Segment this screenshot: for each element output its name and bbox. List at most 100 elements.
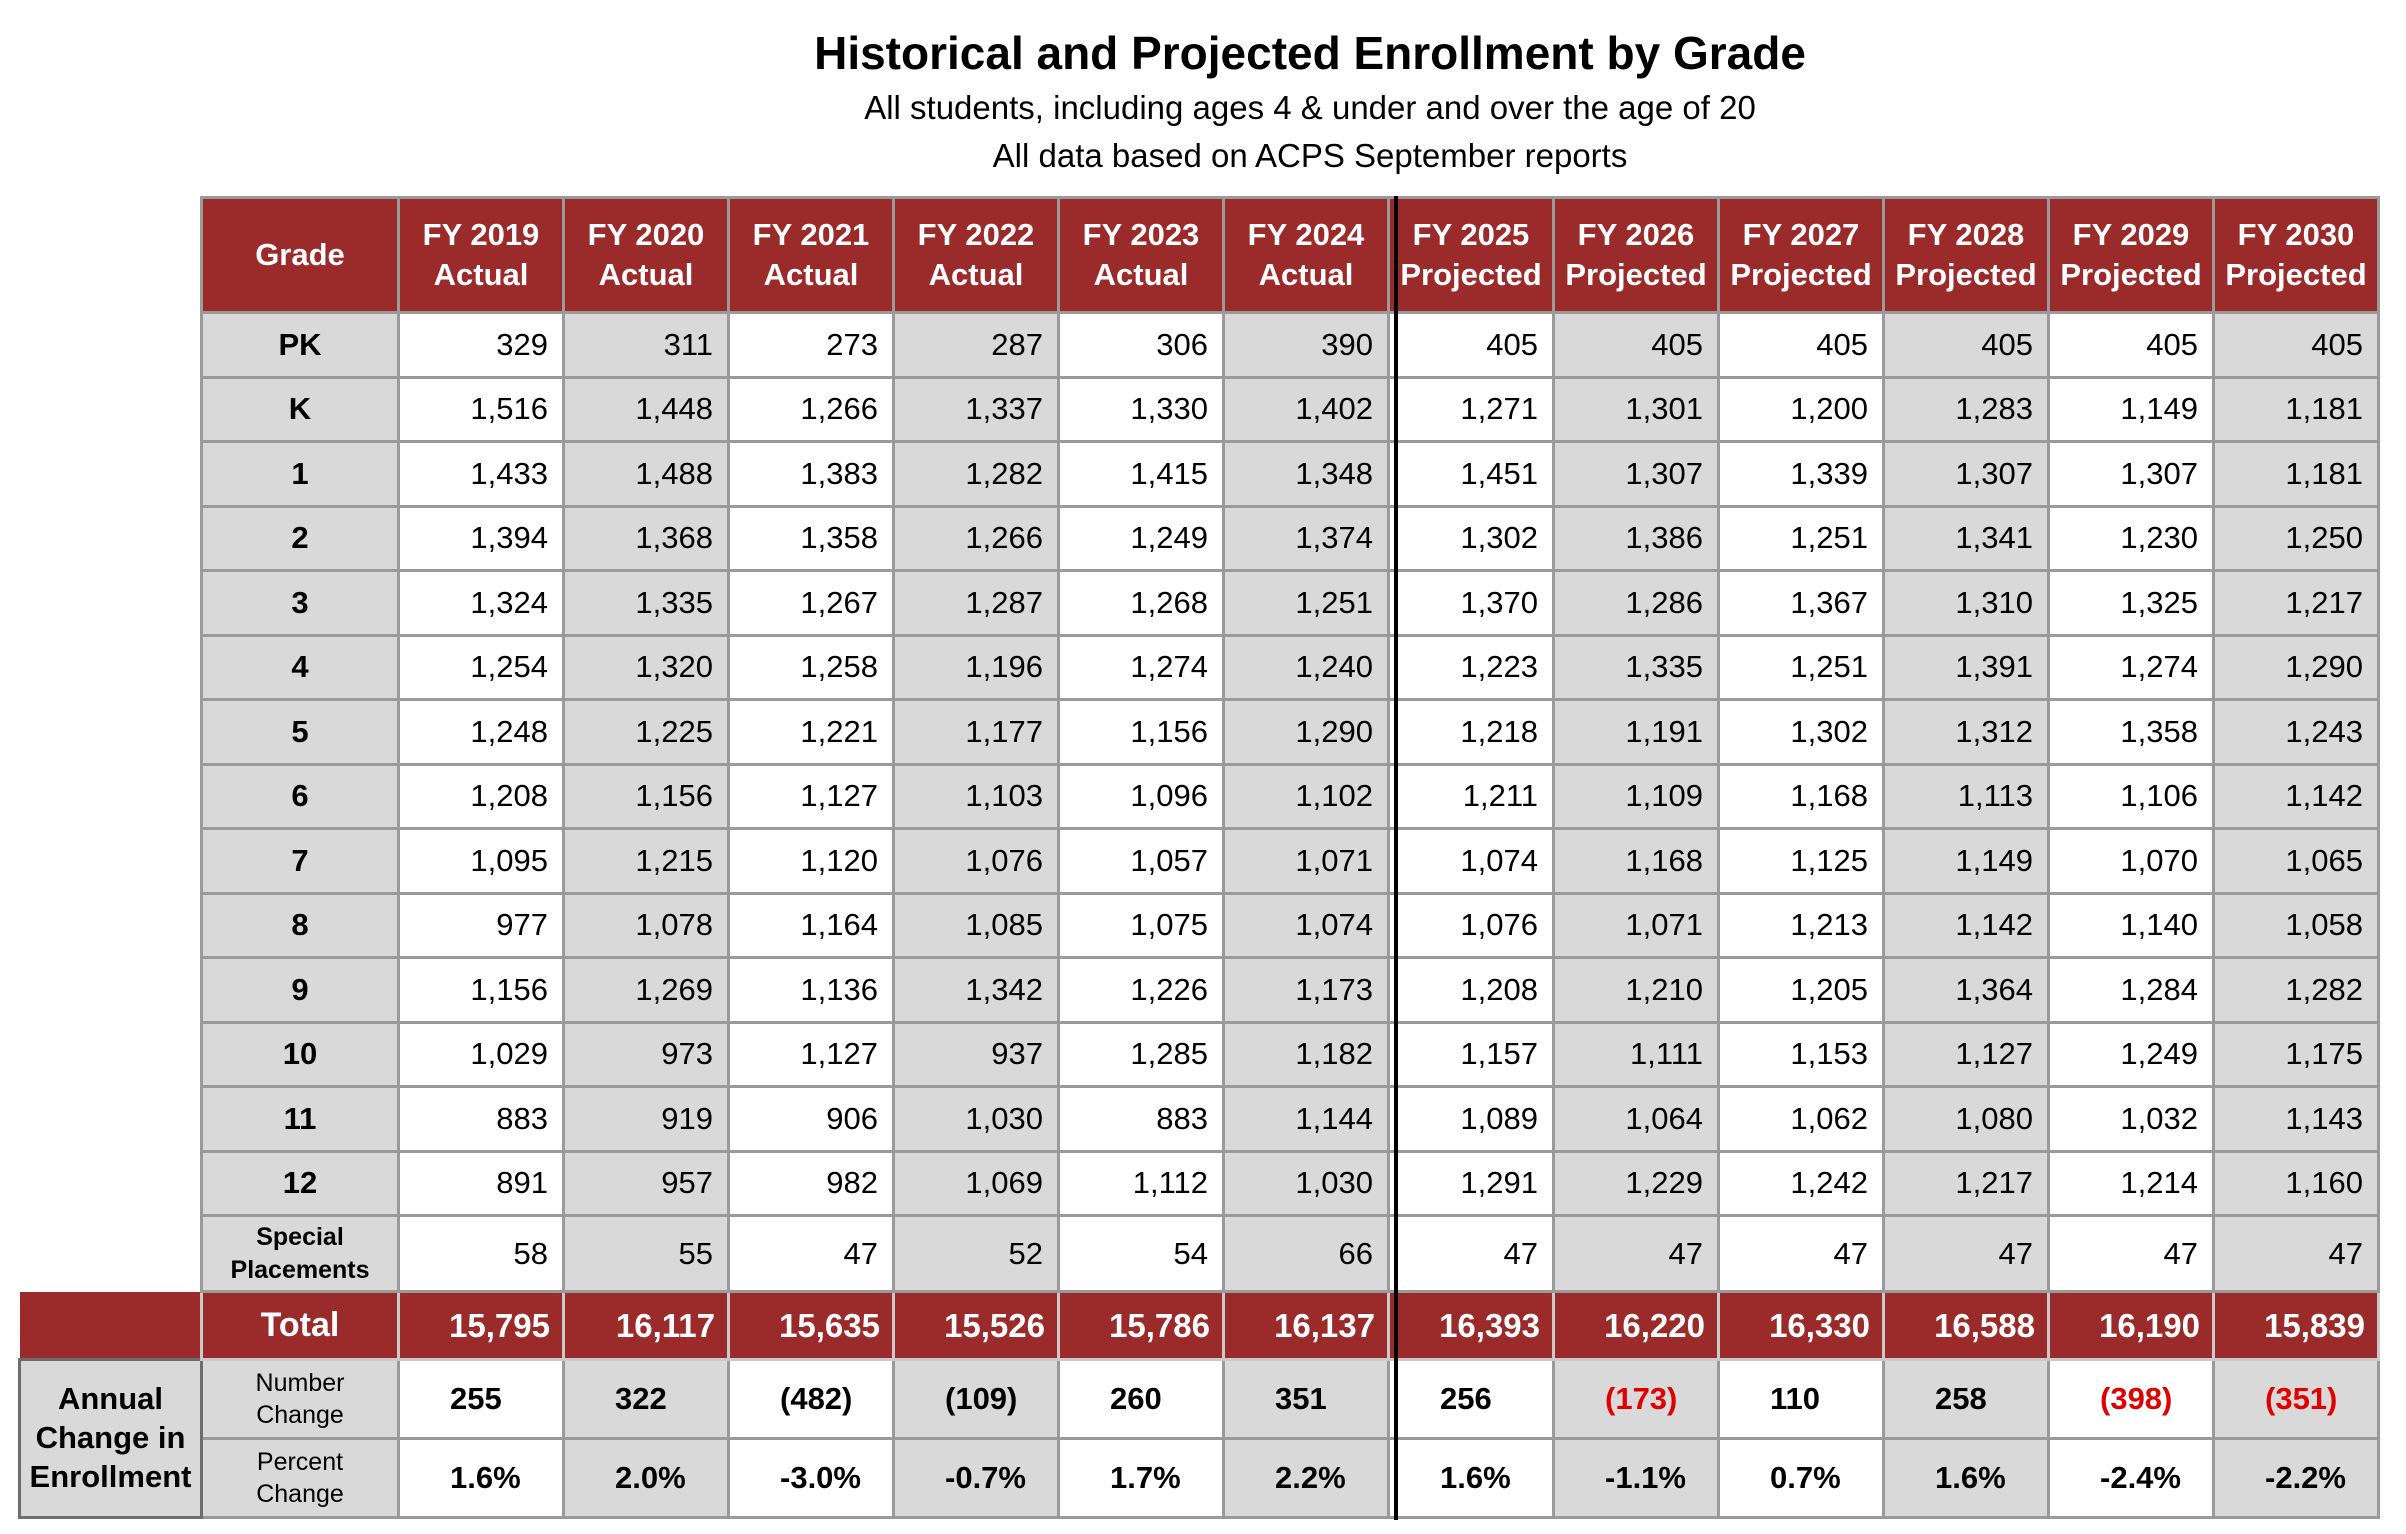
enrollment-value: 1,290 [2212, 633, 2380, 701]
blank-cell [19, 1215, 202, 1292]
enrollment-value: 1,250 [2212, 504, 2380, 572]
blank-cell [19, 635, 202, 700]
enrollment-value: 1,284 [2047, 956, 2215, 1024]
enrollment-value: 1,267 [727, 569, 895, 637]
total-row: Total 15,795 16,117 15,635 15,526 15,786 16,13… [19, 1290, 2380, 1361]
enrollment-value: 1,127 [727, 1020, 895, 1088]
enrollment-value: 1,451 [1387, 440, 1555, 508]
enrollment-value: 1,205 [1717, 956, 1885, 1024]
number-change-label-line: Number [255, 1368, 345, 1397]
percent-change-value: -2.2% [2212, 1437, 2380, 1519]
enrollment-value: 311 [562, 311, 730, 379]
enrollment-value: 1,113 [1882, 762, 2050, 830]
column-header-6: FY 2025 Projected [1387, 196, 1555, 314]
table-row: 10 1,029 973 1,127 937 1,285 1,182 1,157 1,111 1,… [19, 1020, 2380, 1088]
enrollment-value: 1,374 [1222, 504, 1390, 572]
enrollment-value: 1,386 [1552, 504, 1720, 572]
enrollment-value: 1,251 [1717, 504, 1885, 572]
percent-change-value: 2.2% [1222, 1437, 1390, 1519]
special-placements-value: 47 [2047, 1214, 2215, 1293]
enrollment-value: 1,287 [892, 569, 1060, 637]
enrollment-value: 1,029 [397, 1020, 565, 1088]
column-header-year: FY 2023 [1082, 216, 1200, 252]
column-header-kind: Actual [1258, 257, 1354, 292]
enrollment-value: 1,142 [2212, 762, 2380, 830]
total-value: 15,526 [892, 1290, 1060, 1361]
enrollment-value: 1,330 [1057, 375, 1225, 443]
total-value: 16,137 [1222, 1290, 1390, 1361]
grade-label: 11 [200, 1085, 400, 1153]
column-header-year: FY 2019 [422, 216, 540, 252]
total-value: 15,786 [1057, 1290, 1225, 1361]
percent-change-value: -2.4% [2047, 1437, 2215, 1519]
number-change-label: Number Change [200, 1358, 400, 1440]
enrollment-value: 1,144 [1222, 1085, 1390, 1153]
percent-change-label-line: Percent [256, 1447, 344, 1476]
grade-label: 1 [200, 440, 400, 508]
enrollment-value: 1,391 [1882, 633, 2050, 701]
enrollment-value: 1,271 [1387, 375, 1555, 443]
blank-cell [19, 312, 202, 377]
column-header-kind: Projected [1730, 257, 1872, 292]
number-change-value: (398) [2047, 1358, 2215, 1440]
blank-cell [19, 506, 202, 571]
enrollment-value: 1,242 [1717, 1149, 1885, 1217]
column-header-year: FY 2024 [1247, 216, 1365, 252]
blank-cell [19, 570, 202, 635]
enrollment-value: 1,274 [1057, 633, 1225, 701]
special-placements-label-line: Placements [230, 1255, 370, 1284]
enrollment-value: 1,226 [1057, 956, 1225, 1024]
enrollment-value: 1,229 [1552, 1149, 1720, 1217]
enrollment-value: 1,394 [397, 504, 565, 572]
enrollment-value: 1,210 [1552, 956, 1720, 1024]
grade-label: 6 [200, 762, 400, 830]
column-header-7: FY 2026 Projected [1552, 196, 1720, 314]
enrollment-value: 1,125 [1717, 827, 1885, 895]
percent-change-row: Percent Change 1.6% 2.0% -3.0% -0.7% 1.7% 2.2% 1… [20, 1437, 2380, 1519]
enrollment-value: 1,307 [1552, 440, 1720, 508]
percent-change-value: -3.0% [727, 1437, 895, 1519]
enrollment-value: 1,258 [727, 633, 895, 701]
column-header-kind: Actual [1093, 257, 1189, 292]
enrollment-value: 1,285 [1057, 1020, 1225, 1088]
enrollment-value: 1,071 [1552, 891, 1720, 959]
enrollment-value: 1,080 [1882, 1085, 2050, 1153]
total-value: 16,190 [2047, 1290, 2215, 1361]
annual-change-label-line: Enrollment [29, 1458, 192, 1494]
enrollment-value: 1,335 [562, 569, 730, 637]
enrollment-value: 1,448 [562, 375, 730, 443]
enrollment-value: 883 [1057, 1085, 1225, 1153]
enrollment-value: 1,248 [397, 698, 565, 766]
enrollment-value: 405 [1882, 311, 2050, 379]
enrollment-value: 1,282 [2212, 956, 2380, 1024]
special-placements-value: 55 [562, 1214, 730, 1293]
enrollment-value: 957 [562, 1149, 730, 1217]
column-header-5: FY 2024 Actual [1222, 196, 1390, 314]
table-row: 12 891 957 982 1,069 1,112 1,030 1,291 1,229 1,24… [19, 1149, 2380, 1217]
special-placements-value: 52 [892, 1214, 1060, 1293]
grade-label: PK [200, 311, 400, 379]
enrollment-value: 1,106 [2047, 762, 2215, 830]
special-placements-label-line: Special [256, 1223, 344, 1251]
column-header-0: FY 2019 Actual [397, 196, 565, 314]
enrollment-value: 1,078 [562, 891, 730, 959]
enrollment-value: 1,324 [397, 569, 565, 637]
enrollment-value: 1,283 [1882, 375, 2050, 443]
enrollment-value: 1,109 [1552, 762, 1720, 830]
enrollment-value: 1,030 [1222, 1149, 1390, 1217]
enrollment-value: 1,058 [2212, 891, 2380, 959]
column-header-2: FY 2021 Actual [727, 196, 895, 314]
enrollment-value: 1,364 [1882, 956, 2050, 1024]
column-header-kind: Projected [2225, 257, 2367, 292]
special-placements-value: 47 [1717, 1214, 1885, 1293]
number-change-value: 256 [1387, 1358, 1555, 1440]
column-header-year: FY 2028 [1907, 216, 2025, 252]
percent-change-label: Percent Change [200, 1437, 400, 1519]
enrollment-value: 1,217 [1882, 1149, 2050, 1217]
annual-change-label-line: Change in [35, 1420, 186, 1456]
enrollment-value: 1,127 [727, 762, 895, 830]
enrollment-value: 1,320 [562, 633, 730, 701]
enrollment-value: 1,274 [2047, 633, 2215, 701]
enrollment-value: 1,433 [397, 440, 565, 508]
enrollment-value: 1,339 [1717, 440, 1885, 508]
